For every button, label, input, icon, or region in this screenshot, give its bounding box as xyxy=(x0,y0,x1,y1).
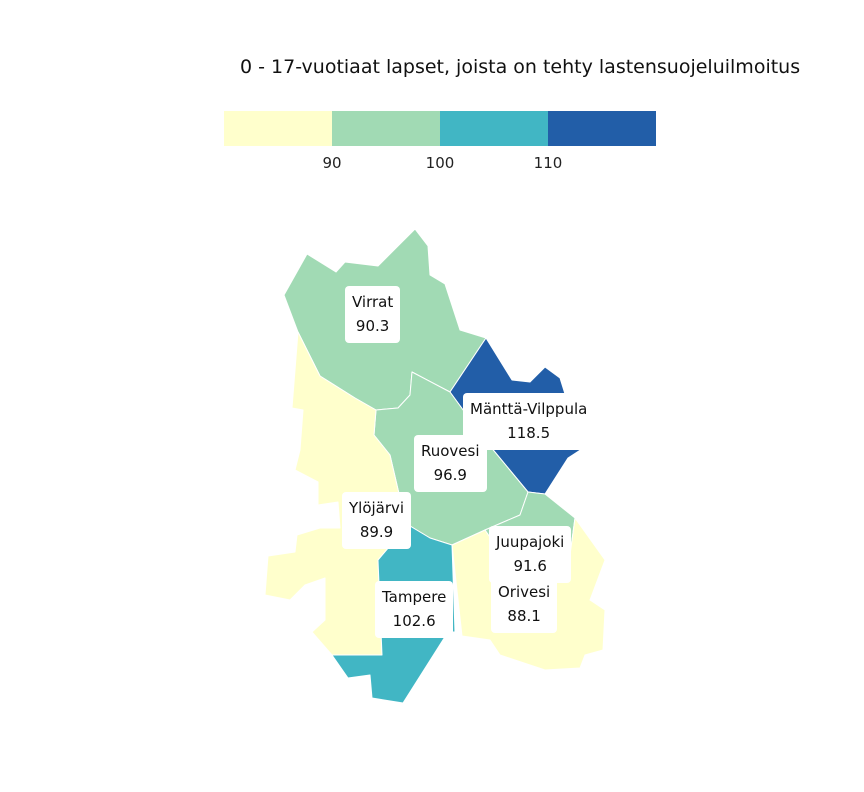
color-legend xyxy=(224,111,656,146)
map-label-juupajoki-name: Juupajoki xyxy=(496,533,565,551)
legend-swatch-3 xyxy=(440,111,548,146)
legend-tick-90: 90 xyxy=(322,154,342,172)
map-label-ruovesi-name: Ruovesi xyxy=(421,442,480,460)
map-label-orivesi-value: 88.1 xyxy=(507,607,541,625)
map-label-orivesi: Orivesi 88.1 xyxy=(491,576,558,633)
map-label-mantta-vilppula-value: 118.5 xyxy=(507,424,551,442)
map-label-juupajoki: Juupajoki 91.6 xyxy=(489,526,572,583)
region-ylojarvi[interactable] xyxy=(264,331,411,656)
map-title: 0 - 17-vuotiaat lapset, joista on tehty … xyxy=(240,56,801,78)
legend-swatch-1 xyxy=(224,111,332,146)
map-label-ylojarvi-name: Ylöjärvi xyxy=(349,499,405,517)
map-label-tampere-name: Tampere xyxy=(382,588,447,606)
map-label-virrat-value: 90.3 xyxy=(355,317,390,335)
map-label-virrat-name: Virrat xyxy=(352,293,394,311)
map-label-ylojarvi: Ylöjärvi 89.9 xyxy=(342,492,412,549)
map-label-virrat: Virrat 90.3 xyxy=(345,286,401,343)
map-label-juupajoki-value: 91.6 xyxy=(513,557,547,575)
map-label-orivesi-name: Orivesi xyxy=(498,583,551,601)
map-label-tampere: Tampere 102.6 xyxy=(375,581,454,638)
map-label-mantta-vilppula-name: Mänttä-Vilppula xyxy=(470,400,588,418)
map-label-ylojarvi-value: 89.9 xyxy=(359,523,394,541)
legend-swatch-4 xyxy=(548,111,656,146)
legend-tick-100: 100 xyxy=(425,154,455,172)
map-label-ruovesi-value: 96.9 xyxy=(433,466,467,484)
map-label-ruovesi: Ruovesi 96.9 xyxy=(414,435,487,492)
legend-swatch-2 xyxy=(332,111,440,146)
legend-tick-110: 110 xyxy=(533,154,563,172)
map-label-mantta-vilppula: Mänttä-Vilppula 118.5 xyxy=(463,393,595,450)
map-label-tampere-value: 102.6 xyxy=(392,612,436,630)
